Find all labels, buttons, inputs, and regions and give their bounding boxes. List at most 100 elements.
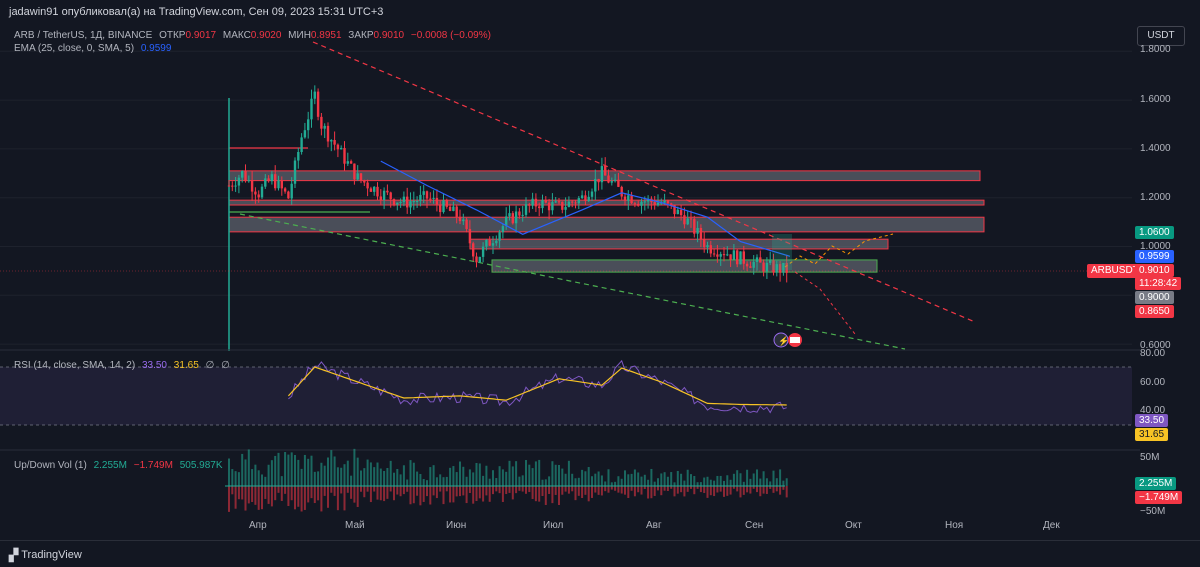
volume-down-tag: −1.749M xyxy=(1135,491,1183,504)
volume-up-bar xyxy=(492,470,494,486)
volume-up-bar xyxy=(429,467,432,486)
volume-down-bar xyxy=(765,486,768,494)
volume-down-bar xyxy=(690,486,692,489)
volume-down-bar xyxy=(673,486,676,497)
volume-up-bar xyxy=(442,477,445,486)
volume-down-bar xyxy=(544,486,547,505)
volume-down-bar xyxy=(379,486,382,501)
volume-up-bar xyxy=(518,476,521,486)
volume-up-bar xyxy=(719,475,722,486)
volume-up-bar xyxy=(459,461,461,486)
volume-down-bar xyxy=(478,486,481,499)
candle-body xyxy=(366,182,369,189)
volume-down-bar xyxy=(528,486,531,493)
close-label: ЗАКР xyxy=(348,30,374,41)
candle-body xyxy=(376,186,379,197)
volume-up-bar xyxy=(416,471,419,486)
volume-down-bar xyxy=(501,486,504,502)
rsi-band xyxy=(0,367,1132,425)
ema-legend[interactable]: EMA (25, close, 0, SMA, 5) 0.9599 xyxy=(14,43,175,54)
volume-up-bar xyxy=(261,474,263,486)
candle-body xyxy=(646,198,650,202)
volume-down-bar xyxy=(521,486,524,492)
volume-down-bar xyxy=(270,486,273,507)
volume-down-bar xyxy=(485,486,488,496)
currency-button[interactable]: USDT xyxy=(1137,26,1185,46)
volume-up-bar xyxy=(228,458,230,486)
volume-down-bar xyxy=(333,486,336,496)
svg-text:⚡: ⚡ xyxy=(778,335,789,347)
volume-up-bar xyxy=(234,471,237,486)
volume-down-bar xyxy=(445,486,448,492)
volume-up-bar xyxy=(300,468,303,486)
volume-up-bar xyxy=(561,468,564,486)
chart-canvas[interactable]: ⚡ xyxy=(0,24,1140,516)
candle-body xyxy=(547,202,551,211)
volume-up-bar xyxy=(775,478,778,486)
candle-body xyxy=(607,175,610,183)
volume-up-bar xyxy=(726,475,729,486)
volume-down-bar xyxy=(505,486,508,495)
candle-body xyxy=(732,250,736,260)
rsi-tag: 33.50 xyxy=(1135,414,1169,427)
volume-up-bar xyxy=(313,471,316,486)
volume-down-bar xyxy=(736,486,739,492)
volume-down-bar xyxy=(666,486,669,491)
candle-body xyxy=(594,178,597,192)
volume-down-bar xyxy=(614,486,617,491)
volume-bars xyxy=(228,448,788,512)
volume-down-bar xyxy=(307,486,310,503)
low-label: МИН xyxy=(288,30,311,41)
volume-up-bar xyxy=(363,468,366,486)
candle-body xyxy=(679,209,683,216)
volume-down-bar xyxy=(277,486,280,493)
volume-up-bar xyxy=(630,473,633,486)
candle-body xyxy=(267,178,270,182)
volume-down-value: −1.749M xyxy=(133,460,173,471)
main-legend[interactable]: ARB / TetherUS, 1Д, BINANCE ОТКР0.9017 М… xyxy=(14,30,495,41)
volume-up-bar xyxy=(749,478,752,486)
time-label: Июл xyxy=(543,520,564,531)
low-value: 0.8951 xyxy=(310,30,342,41)
rsi-legend[interactable]: RSI (14, close, SMA, 14, 2) 33.50 31.65 … xyxy=(14,360,234,371)
candle-body xyxy=(762,262,765,272)
volume-legend[interactable]: Up/Down Vol (1) 2.255M −1.749M 505.987K xyxy=(14,460,227,471)
time-label: Авг xyxy=(646,520,662,531)
candle-body xyxy=(666,200,670,204)
volume-down-bar xyxy=(742,486,745,495)
candles xyxy=(227,85,788,283)
volume-up-bar xyxy=(346,460,349,486)
volume-up-bar xyxy=(485,465,488,486)
volume-up-bar xyxy=(449,467,452,486)
rsi-extra-1: ∅ xyxy=(205,360,215,371)
volume-delta-value: 505.987K xyxy=(179,460,223,471)
volume-up-bar xyxy=(409,460,412,486)
volume-down-bar xyxy=(297,486,300,507)
volume-down-bar xyxy=(432,486,435,496)
volume-up-bar xyxy=(270,460,273,486)
volume-up-bar xyxy=(746,469,749,486)
volume-up-bar xyxy=(703,477,706,486)
candle-body xyxy=(514,211,518,224)
volume-down-bar xyxy=(363,486,366,498)
candle-body xyxy=(280,180,283,189)
price-tag-high: 1.0600 xyxy=(1135,226,1174,239)
volume-down-bar xyxy=(373,486,376,492)
volume-up-bar xyxy=(762,471,765,486)
candle-body xyxy=(349,161,353,164)
volume-up-bar xyxy=(650,468,653,486)
volume-down-bar xyxy=(406,486,409,492)
volume-up-bar xyxy=(488,478,491,486)
bullish-projection xyxy=(784,233,894,268)
volume-up-bar xyxy=(508,460,511,486)
volume-down-bar xyxy=(782,486,785,490)
volume-up-bar xyxy=(624,470,626,486)
volume-down-bar xyxy=(267,486,270,504)
volume-down-bar xyxy=(261,486,263,510)
tradingview-logo[interactable]: ▞ TradingView xyxy=(9,548,82,562)
volume-down-bar xyxy=(551,486,554,504)
volume-down-bar xyxy=(317,486,320,501)
volume-down-bar xyxy=(657,486,659,491)
close-value: 0.9010 xyxy=(373,30,405,41)
volume-up-bar xyxy=(303,454,306,486)
